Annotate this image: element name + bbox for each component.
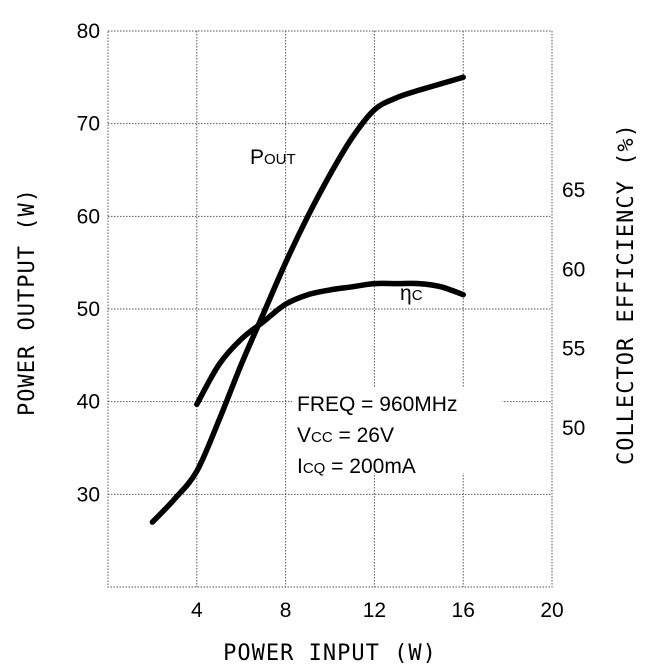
y-tick-label: 40	[77, 391, 100, 414]
y2-tick-label: 50	[562, 417, 585, 440]
x-tick-label: 16	[452, 599, 475, 622]
x-tick-label: 4	[191, 599, 203, 622]
series-label: POUT	[250, 146, 296, 169]
y-tick-label: 30	[77, 483, 100, 506]
y2-tick-label: 65	[562, 179, 585, 202]
conditions-annotation: FREQ = 960MHz VCC = 26V ICQ = 200mA	[292, 387, 502, 478]
y-tick-label: 80	[77, 20, 100, 43]
x-tick-label: 8	[280, 599, 292, 622]
y-tick-label: 60	[77, 205, 100, 228]
grid-layer	[107, 30, 553, 588]
annotation-line: ICQ = 200mA	[297, 455, 416, 478]
annotation-line: FREQ = 960MHz	[297, 393, 457, 416]
y-tick-label: 50	[77, 298, 100, 321]
series-line-efficiency	[194, 280, 466, 408]
series-label: ηC	[400, 282, 423, 305]
y2-tick-label: 55	[562, 338, 585, 361]
y2-axis-title: COLLECTOR EFFICIENCY (%)	[614, 123, 639, 465]
annotation-background	[292, 387, 502, 473]
series-layer: POUT ηC	[149, 74, 466, 525]
series-line-pout	[149, 74, 466, 525]
x-tick-label: 20	[540, 599, 563, 622]
x-tick-label: 12	[363, 599, 386, 622]
y-axis-title: POWER OUTPUT (W)	[15, 188, 40, 416]
x-axis-title: POWER INPUT (W)	[223, 641, 437, 666]
y-tick-label: 70	[77, 113, 100, 136]
annotation-line: VCC = 26V	[297, 424, 394, 447]
tick-labels: 4 8 12 16 20 30 40 50 60 70 80 50 55 60 65	[77, 20, 586, 622]
y2-tick-label: 60	[562, 258, 585, 281]
